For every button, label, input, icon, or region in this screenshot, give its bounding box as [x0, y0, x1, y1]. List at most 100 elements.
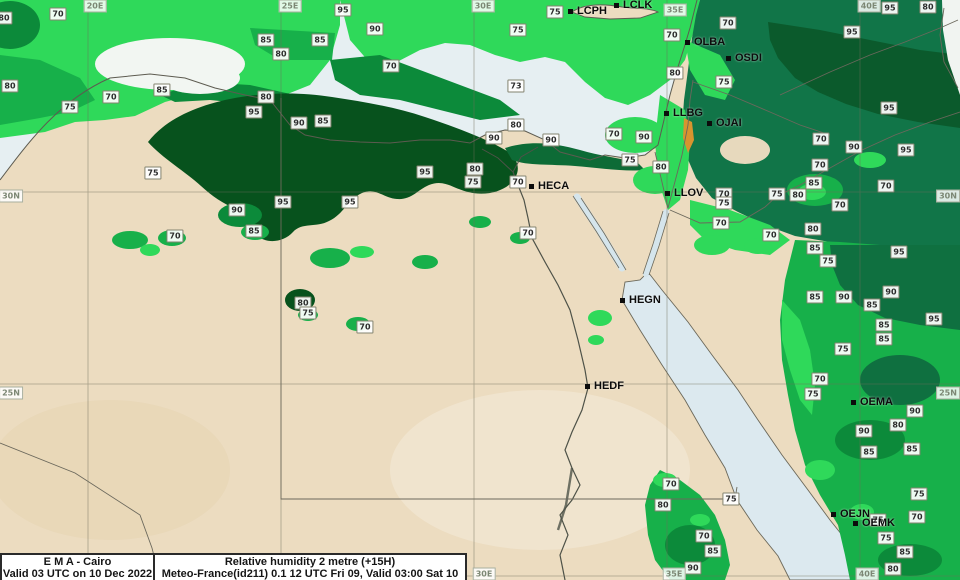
humidity-value-label: 80: [652, 160, 670, 174]
humidity-value-label: 80: [654, 498, 672, 512]
humidity-value-label: 90: [882, 285, 900, 299]
humidity-value-label: 70: [663, 28, 681, 42]
terrain-shade: [0, 400, 230, 540]
humidity-value-label: 70: [49, 7, 67, 21]
humidity-value-label: 70: [662, 477, 680, 491]
station-dot: [664, 110, 669, 116]
humidity-value-label: 85: [704, 544, 722, 558]
station-code-label: HEDF: [594, 380, 624, 392]
humidity-value-label: 70: [811, 372, 829, 386]
station-dot: [726, 55, 731, 61]
legend-product-title: Relative humidity 2 metre (+15H): [224, 555, 396, 568]
humidity-value-label: 85: [153, 83, 171, 97]
gulf-of-aqaba: [643, 209, 669, 277]
humidity-value-label: 95: [890, 245, 908, 259]
humidity-value-label: 70: [102, 90, 120, 104]
station-marker-llov: LLOV: [665, 187, 703, 199]
humidity-value-label: 80: [1, 79, 19, 93]
humidity-value-label: 75: [546, 5, 564, 19]
humidity-value-label: 70: [509, 175, 527, 189]
humidity-value-label: 80: [884, 562, 902, 576]
grid-coordinate-label: 35E: [663, 3, 687, 17]
station-dot: [851, 399, 856, 405]
legend-valid-time: Valid 03 UTC on 10 Dec 2022: [2, 567, 153, 580]
legend-issuer: E M A - Cairo: [43, 555, 112, 568]
humidity-value-label: 90: [835, 290, 853, 304]
station-marker-lcph: LCPH: [568, 5, 607, 17]
humidity-value-label: 80: [0, 11, 13, 25]
grid-coordinate-label: 30N: [936, 189, 960, 203]
grid-coordinate-label: 25N: [0, 386, 23, 400]
station-marker-oejn: OEJN: [831, 508, 870, 520]
humidity-value-label: 95: [843, 25, 861, 39]
humidity-value-label: 85: [311, 33, 329, 47]
humidity-value-label: 75: [299, 306, 317, 320]
station-code-label: OEJN: [840, 508, 870, 520]
station-code-label: HECA: [538, 180, 570, 192]
humidity-value-label: 70: [719, 16, 737, 30]
humidity-value-label: 70: [695, 529, 713, 543]
station-dot: [685, 39, 690, 45]
station-dot: [614, 2, 619, 8]
station-code-label: OEMK: [862, 517, 895, 529]
station-marker-olba: OLBA: [685, 36, 725, 48]
station-dot: [529, 183, 534, 189]
border-jordan-valley: [667, 79, 694, 209]
humidity-value-label: 90: [228, 203, 246, 217]
humidity-value-label: 85: [875, 332, 893, 346]
cyprus-island: [571, 4, 660, 20]
humidity-value-label: 80: [919, 0, 937, 14]
station-dot: [568, 8, 573, 14]
humidity-value-label: 70: [831, 198, 849, 212]
humidity-value-label: 95: [880, 101, 898, 115]
humidity-value-label: 95: [341, 195, 359, 209]
humidity-value-label: 73: [507, 79, 525, 93]
station-dot: [665, 190, 670, 196]
humidity-value-label: 75: [910, 487, 928, 501]
grid-coordinate-label: 20E: [83, 0, 107, 13]
humidity-value-label: 80: [257, 90, 275, 104]
grid-coordinate-label: 30N: [0, 189, 23, 203]
humidity-value-label: 85: [806, 241, 824, 255]
terrain-shade: [390, 390, 690, 550]
humidity-value-label: 90: [366, 22, 384, 36]
humidity-value-label: 85: [806, 290, 824, 304]
grid-coordinate-label: 35E: [662, 567, 686, 580]
humidity-value-label: 95: [274, 195, 292, 209]
station-code-label: OJAI: [716, 117, 742, 129]
humidity-value-label: 90: [290, 116, 308, 130]
humidity-value-label: 95: [245, 105, 263, 119]
station-dot: [831, 511, 836, 517]
humidity-value-label: 95: [897, 143, 915, 157]
legend-model-run: Meteo-France(id211) 0.1 12 UTC Fri 09, V…: [161, 567, 459, 580]
humidity-value-label: 80: [507, 118, 525, 132]
humidity-value-label: 75: [819, 254, 837, 268]
humidity-value-label: 80: [666, 66, 684, 80]
station-marker-hedf: HEDF: [585, 380, 624, 392]
humidity-value-label: 85: [314, 114, 332, 128]
station-dot: [707, 120, 712, 126]
humidity-value-label: 95: [881, 1, 899, 15]
station-code-label: LCPH: [577, 5, 607, 17]
station-marker-llbg: LLBG: [664, 107, 703, 119]
humidity-value-label: 75: [144, 166, 162, 180]
humidity-value-label: 75: [715, 75, 733, 89]
border-syria-iraq: [779, 19, 959, 96]
station-code-label: OEMA: [860, 396, 893, 408]
humidity-value-label: 70: [762, 228, 780, 242]
humidity-value-label: 85: [875, 318, 893, 332]
humidity-value-label: 70: [166, 229, 184, 243]
humidity-value-label: 70: [356, 320, 374, 334]
station-marker-heca: HECA: [529, 180, 569, 192]
humidity-value-label: 75: [621, 153, 639, 167]
humidity-value-label: 80: [294, 296, 312, 310]
gulf-of-suez-coast: [572, 195, 627, 271]
humidity-value-label: 70: [519, 226, 537, 240]
humidity-value-label: 75: [715, 196, 733, 210]
grid-coordinate-label: 30E: [471, 0, 495, 13]
humidity-value-label: 90: [485, 131, 503, 145]
station-marker-lclk: LCLK: [614, 0, 652, 11]
humidity-value-label: 85: [805, 176, 823, 190]
